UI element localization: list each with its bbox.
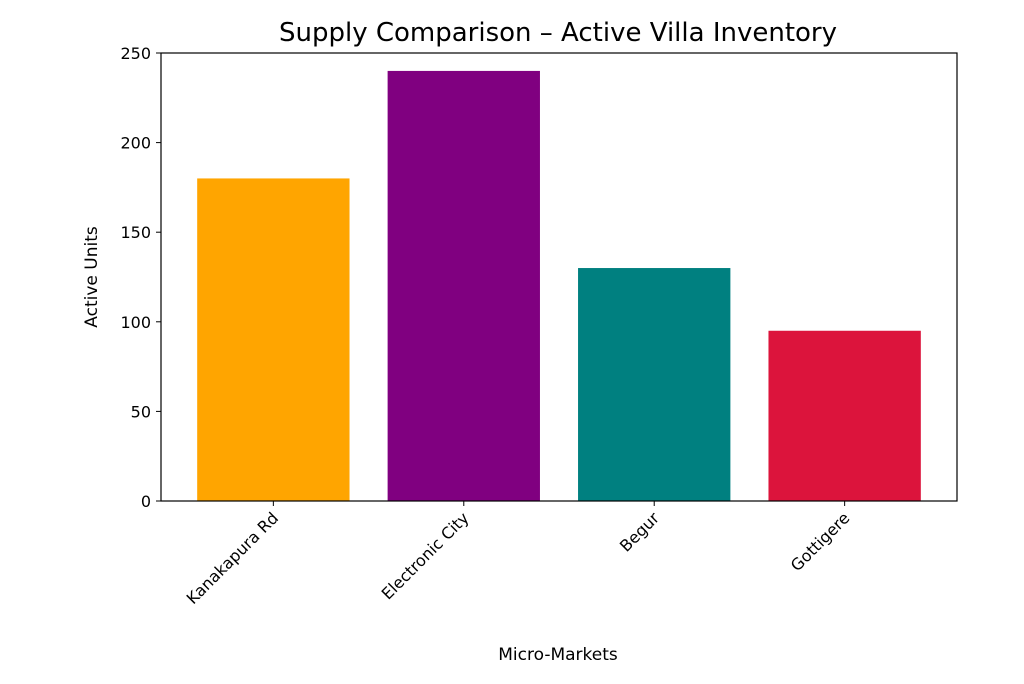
y-axis: 0 50 100 150 200 250	[120, 44, 161, 511]
x-axis-label: Micro-Markets	[498, 645, 618, 665]
x-axis: Kanakapura Rd Electronic City Begur Gottige…	[183, 501, 854, 608]
y-tick-label: 200	[120, 134, 151, 153]
plot-frame	[160, 52, 958, 502]
x-tick-label: Gottigere	[787, 508, 854, 575]
x-tick-label: Electronic City	[378, 508, 473, 603]
bar-begur	[578, 268, 731, 501]
y-axis-label: Active Units	[82, 226, 102, 328]
y-tick-label: 100	[120, 313, 151, 332]
y-tick-label: 250	[120, 44, 151, 63]
y-tick-label: 150	[120, 223, 151, 242]
chart-title: Supply Comparison – Active Villa Invento…	[279, 18, 837, 48]
bar-gottigere	[768, 330, 921, 501]
y-tick-label: 50	[131, 402, 151, 421]
x-tick-label: Kanakapura Rd	[183, 508, 283, 608]
bar-kanakapura-rd	[197, 178, 350, 501]
x-tick-label: Begur	[616, 508, 663, 555]
bar-electronic-city	[387, 70, 540, 502]
bars-group	[197, 70, 921, 502]
y-tick-label: 0	[141, 492, 151, 511]
